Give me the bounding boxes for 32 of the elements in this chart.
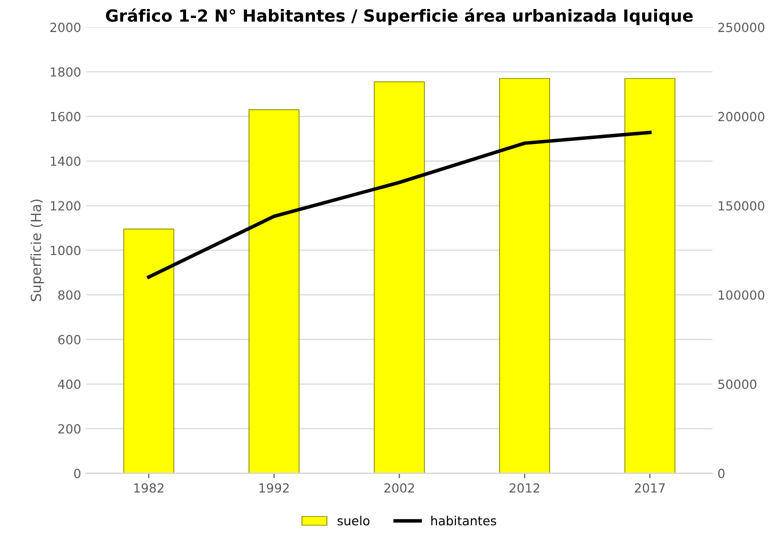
bar xyxy=(624,78,676,474)
line-series xyxy=(147,130,652,279)
y-tick-label: 1800 xyxy=(50,67,80,77)
bar xyxy=(248,109,300,474)
y-tick-label: 400 xyxy=(58,380,80,389)
y-tick-label: 200 xyxy=(58,424,80,434)
x-tick-label: 2012 xyxy=(510,483,540,493)
y2-tick-label: 150000 xyxy=(718,201,764,211)
y-tick-label: 800 xyxy=(58,290,80,300)
x-tick-label: 2017 xyxy=(634,483,665,493)
legend-label: suelo xyxy=(338,516,370,526)
y-tick-label: 1600 xyxy=(50,112,80,122)
bar xyxy=(123,228,174,474)
bar xyxy=(499,78,550,474)
y-tick-label: 1000 xyxy=(50,246,80,256)
y2-tick-label: 200000 xyxy=(718,112,764,122)
y-tick-label: 1200 xyxy=(50,201,80,211)
y-tick-label: 600 xyxy=(58,334,80,344)
y2-tick-label: 250000 xyxy=(718,22,764,32)
y-tick-label: 0 xyxy=(74,468,80,478)
y-axis-title: Superficie (Ha) xyxy=(30,200,44,302)
y-tick-label: 2000 xyxy=(50,22,80,32)
x-tick-label: 1992 xyxy=(260,483,289,493)
y-tick-label: 1400 xyxy=(50,156,80,166)
y2-tick-label: 100000 xyxy=(718,290,764,300)
y2-tick-label: 50000 xyxy=(718,380,756,389)
x-tick-label: 1982 xyxy=(134,483,164,493)
bar xyxy=(374,81,425,474)
y2-tick-label: 0 xyxy=(718,468,725,478)
chart-title: Gráfico 1-2 N° Habitantes / Superficie área urbanizada Iquique xyxy=(106,8,693,26)
x-tick-label: 2002 xyxy=(384,483,414,493)
legend-label: habitantes xyxy=(431,516,496,526)
